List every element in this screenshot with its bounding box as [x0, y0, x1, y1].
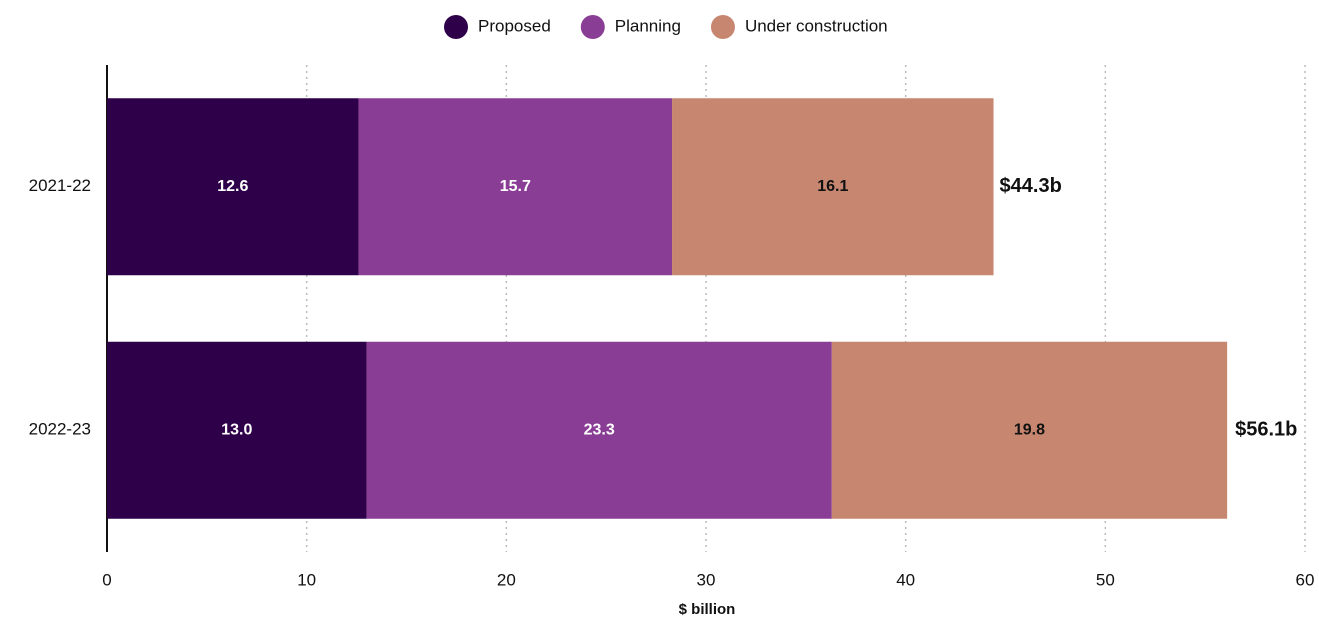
data-label: 16.1 [817, 178, 848, 195]
total-label: $56.1b [1235, 419, 1297, 441]
x-tick-label: 50 [1096, 570, 1115, 589]
bar-segment [107, 341, 367, 519]
x-tick-label: 20 [497, 570, 516, 589]
x-axis-title: $ billion [679, 601, 736, 618]
y-tick-label: 2021-22 [29, 176, 91, 195]
x-tick-label: 40 [896, 570, 915, 589]
data-label: 13.0 [221, 421, 252, 438]
bar-segment [831, 341, 1228, 519]
x-tick-label: 30 [697, 570, 716, 589]
bar-segment [672, 98, 994, 276]
x-tick-label: 0 [102, 570, 111, 589]
legend-label: Under construction [745, 16, 888, 35]
bar-segment [366, 341, 832, 519]
legend-swatch [580, 15, 605, 39]
legend-swatch [710, 15, 735, 39]
legend-label: Planning [615, 16, 681, 35]
legend-label: Proposed [478, 16, 551, 35]
total-label: $44.3b [1000, 175, 1062, 197]
data-label: 15.7 [500, 178, 531, 195]
data-label: 12.6 [217, 178, 248, 195]
data-label: 23.3 [584, 421, 615, 438]
data-label: 19.8 [1014, 421, 1045, 438]
legend-swatch [444, 15, 468, 39]
bar-segment [358, 98, 673, 276]
x-tick-label: 10 [297, 570, 316, 589]
bar-segment [107, 98, 359, 276]
x-tick-label: 60 [1296, 570, 1315, 589]
y-tick-label: 2022-23 [29, 420, 91, 439]
